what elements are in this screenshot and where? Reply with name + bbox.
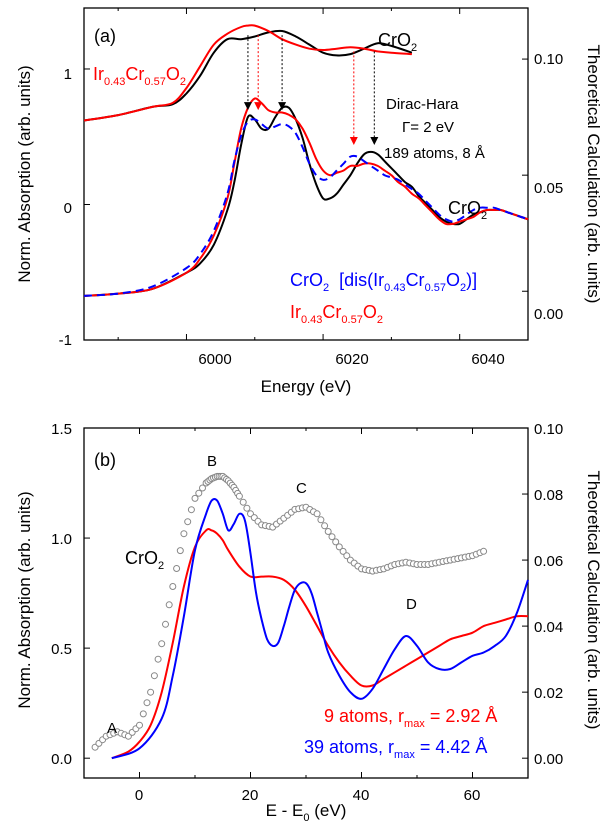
feature-label-b: B bbox=[207, 453, 217, 470]
data-point bbox=[143, 699, 151, 707]
series-line-2 bbox=[111, 497, 529, 760]
label-cro2-mid: CrO2 bbox=[448, 198, 487, 222]
panel-b: 0 20 40 60 0.0 0.5 1.0 1.5 0.00 0.02 0.0… bbox=[15, 421, 603, 822]
y-axis-title-right: Theoretical Calculation (arb. units) bbox=[584, 471, 603, 730]
x-tick-label: 6020 bbox=[335, 351, 368, 368]
data-point bbox=[199, 484, 206, 492]
x-tick-label: 60 bbox=[464, 787, 481, 804]
y-tick-label-right: 0.10 bbox=[534, 51, 563, 68]
label-cro2-top: CrO2 bbox=[378, 30, 417, 54]
y-tick-label-left: 1 bbox=[64, 66, 72, 83]
data-point bbox=[136, 721, 143, 729]
data-point bbox=[176, 547, 184, 555]
arrow-head-1 bbox=[254, 102, 263, 111]
data-point bbox=[165, 601, 173, 609]
y-tick-label-left: 0.5 bbox=[51, 641, 72, 658]
y-tick-label-left: 0.0 bbox=[51, 751, 72, 768]
feature-label-c: C bbox=[296, 480, 307, 497]
y-tick-label-left: 1.0 bbox=[51, 531, 72, 548]
panel-a-ticks bbox=[84, 8, 529, 341]
data-point bbox=[147, 688, 155, 696]
y-tick-label-right: 0.08 bbox=[534, 487, 563, 504]
panel-a-frame bbox=[83, 7, 529, 341]
data-point bbox=[180, 530, 188, 538]
data-point bbox=[195, 489, 203, 497]
data-point bbox=[332, 538, 340, 546]
data-point bbox=[324, 528, 332, 535]
label-atoms: 189 atoms, 8 Å bbox=[384, 145, 485, 162]
y-axis-title-left: Norm. Absorption (arb. units) bbox=[15, 65, 34, 282]
arrow-head-0 bbox=[243, 102, 252, 111]
series-line-1 bbox=[83, 24, 412, 122]
x-tick-label: 20 bbox=[242, 787, 259, 804]
data-point bbox=[339, 547, 347, 555]
data-point bbox=[154, 655, 162, 663]
y-tick-label-right: 0.00 bbox=[534, 306, 563, 323]
panel-label: (a) bbox=[94, 26, 116, 46]
panel-a-curves bbox=[83, 24, 529, 297]
feature-label-a: A bbox=[107, 720, 117, 737]
data-point bbox=[313, 510, 321, 518]
series-line-3 bbox=[83, 97, 529, 297]
arrow-head-3 bbox=[349, 136, 358, 145]
arrow-head-4 bbox=[370, 136, 379, 145]
label-dirac-hara: Dirac-Hara bbox=[386, 96, 459, 113]
label-blue-series: CrO2 [dis(Ir0.43Cr0.57O2)] bbox=[290, 270, 477, 294]
x-axis-title: E - E0 (eV) bbox=[266, 801, 347, 822]
data-point bbox=[169, 583, 177, 590]
label-red-series: Ir0.43Cr0.57O2 bbox=[290, 302, 383, 326]
legend-blue: 39 atoms, rmax = 4.42 Å bbox=[304, 737, 487, 761]
y-tick-label-right: 0.06 bbox=[534, 553, 563, 570]
data-point bbox=[317, 516, 325, 524]
y-tick-label-left: 1.5 bbox=[51, 421, 72, 438]
data-point bbox=[173, 565, 181, 572]
panel-b-ticks bbox=[83, 427, 529, 778]
x-tick-label: 6040 bbox=[471, 351, 504, 368]
y-tick-label-right: 0.00 bbox=[534, 751, 563, 768]
label-gamma: Γ= 2 eV bbox=[402, 119, 454, 136]
x-tick-label: 6000 bbox=[198, 351, 231, 368]
arrow-head-2 bbox=[278, 102, 287, 111]
data-point bbox=[235, 492, 243, 500]
data-point bbox=[162, 620, 169, 628]
panel-a: 6000 6020 6040 -1 0 1 0.00 0.05 0.10 Ene… bbox=[15, 7, 603, 396]
series-line-0 bbox=[83, 29, 413, 122]
data-point bbox=[184, 518, 192, 526]
data-point bbox=[243, 504, 251, 512]
data-point bbox=[139, 710, 147, 718]
feature-label-d: D bbox=[406, 596, 417, 613]
y-tick-label-left: -1 bbox=[59, 332, 72, 349]
data-point bbox=[187, 506, 195, 514]
data-point bbox=[328, 533, 336, 541]
y-tick-label-right: 0.02 bbox=[534, 685, 563, 702]
series-line-4 bbox=[83, 118, 529, 297]
y-axis-title-right: Theoretical Calculation (arb. units) bbox=[584, 45, 603, 304]
y-tick-label-right: 0.04 bbox=[534, 619, 563, 636]
panel-b-curves bbox=[91, 472, 529, 760]
legend-red: 9 atoms, rmax = 2.92 Å bbox=[324, 706, 497, 730]
data-point bbox=[150, 672, 158, 680]
panel-a-arrows bbox=[243, 35, 379, 145]
label-cro2: CrO2 bbox=[125, 548, 164, 572]
data-point bbox=[321, 522, 329, 530]
x-tick-label: 40 bbox=[353, 787, 370, 804]
y-tick-label-right: 0.05 bbox=[534, 180, 563, 197]
data-point bbox=[158, 640, 166, 648]
x-axis-title: Energy (eV) bbox=[261, 377, 352, 396]
label-ir-top: Ir0.43Cr0.57O2 bbox=[93, 64, 186, 88]
x-tick-label: 0 bbox=[135, 787, 143, 804]
y-tick-label-right: 0.10 bbox=[534, 421, 563, 438]
series-line-2 bbox=[83, 105, 529, 297]
panel-label: (b) bbox=[94, 450, 116, 470]
data-point bbox=[335, 543, 343, 551]
data-point bbox=[239, 498, 247, 506]
series-line-1 bbox=[111, 528, 529, 760]
y-tick-label-left: 0 bbox=[64, 200, 72, 217]
data-point bbox=[191, 494, 199, 502]
data-point bbox=[480, 547, 488, 555]
y-axis-title-left: Norm. Absorption (arb. units) bbox=[15, 491, 34, 708]
